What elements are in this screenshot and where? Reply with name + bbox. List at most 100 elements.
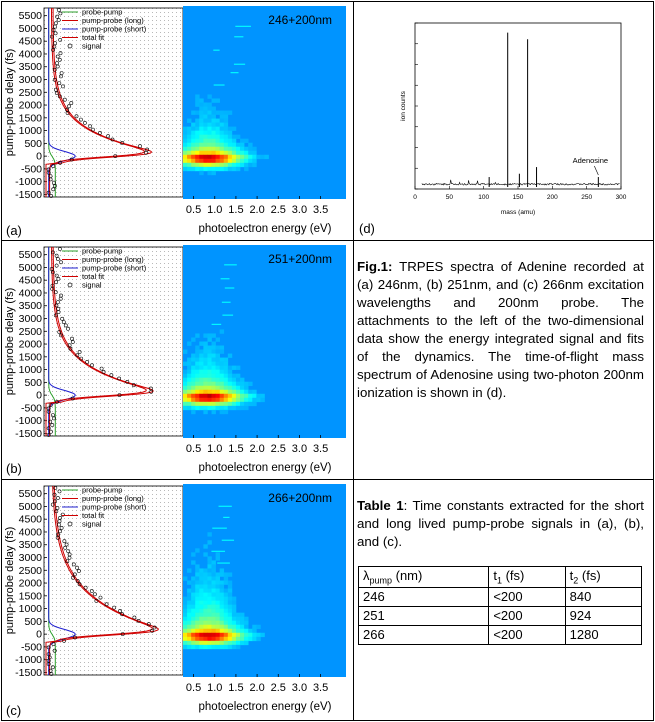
heatmap-cell (195, 393, 200, 399)
heatmap-cell (195, 405, 200, 411)
heatmap-cell (203, 349, 208, 354)
heatmap-cell (252, 628, 257, 634)
y-tick-label: 4000 (19, 526, 43, 538)
heatmap-cell (227, 612, 233, 617)
heatmap-cell (203, 632, 208, 638)
signal-point (56, 496, 60, 500)
heatmap-cell (203, 333, 208, 338)
heatmap-cell (191, 616, 196, 622)
signal-point (77, 569, 81, 573)
y-tick-label: 500 (24, 377, 42, 389)
heatmap-cell (240, 636, 245, 642)
legend-swatch (67, 521, 73, 527)
heatmap-cell (191, 608, 196, 613)
signal-point (73, 635, 77, 640)
heatmap-cell (215, 580, 220, 585)
x-tick-label: 0 (413, 194, 417, 201)
table-header-lambda: λpump (nm) (357, 566, 490, 588)
y-tick-label: 3500 (19, 300, 43, 312)
heatmap-cell (203, 644, 208, 650)
heatmap-cell (199, 397, 204, 403)
heatmap-cell (223, 373, 229, 378)
heatmap-cell (211, 640, 216, 646)
heatmap-cell (219, 130, 225, 135)
heatmap-cell (211, 624, 216, 630)
heatmap-cell (187, 150, 192, 156)
heatmap-cell (199, 158, 204, 164)
heatmap-cell (211, 106, 216, 111)
heatmap-cell (203, 154, 208, 160)
heatmap-cell (244, 146, 249, 152)
heatmap-cell (252, 146, 257, 152)
heatmap-cell (244, 632, 249, 638)
table-header-row: λpump (nm) t1 (fs) t2 (fs) (357, 566, 643, 588)
signal-point (57, 330, 62, 334)
signal-point (101, 369, 106, 374)
signal-point (54, 263, 59, 268)
heatmap-cell (256, 636, 261, 642)
heatmap-cell (260, 393, 265, 399)
heatmap-cell (191, 644, 196, 650)
heatmap-cell (195, 166, 200, 172)
heatmap-cell (227, 138, 233, 144)
panel-c-label: (c) (6, 703, 22, 718)
trpes-panel-a: 246+200nm5500500045004000350030002500200… (4, 6, 346, 235)
heatmap-cell (195, 624, 200, 630)
heatmap-cell (195, 134, 200, 139)
heatmap-cell (203, 373, 208, 378)
heatmap-cell (235, 389, 241, 395)
signal-point (58, 160, 63, 165)
y-tick-label: 1000 (19, 364, 43, 376)
heatmap-cell (207, 596, 212, 601)
y-tick-label: 3000 (19, 552, 43, 564)
heatmap-cell (199, 393, 204, 399)
heatmap-cell (227, 389, 233, 395)
signal-point (54, 21, 58, 26)
heatmap-cell (211, 608, 216, 613)
heatmap-cell (240, 154, 245, 160)
signal-point (120, 632, 125, 637)
signal-point (55, 399, 59, 404)
heatmap-cell (187, 134, 192, 139)
heatmap-cell (248, 628, 253, 634)
heatmap-cell (215, 150, 220, 156)
x-tick-label: 1.0 (207, 204, 222, 216)
heatmap-cell (207, 608, 212, 613)
heatmap-cell (231, 158, 237, 164)
heatmap-cell (244, 640, 249, 646)
heatmap-cell (231, 146, 237, 152)
heatmap-cell (195, 98, 200, 103)
lambda-sub: pump (369, 575, 393, 586)
heatmap-cell (231, 393, 237, 399)
heatmap-cell (223, 110, 229, 115)
legend-entry: pump-probe (short) (82, 264, 147, 273)
table-header-t1: t1 (fs) (488, 566, 566, 588)
heatmap-streak (211, 323, 222, 325)
heatmap-cell (215, 353, 220, 358)
heatmap-cell (211, 620, 216, 626)
heatmap-cell (219, 134, 225, 139)
heatmap-cell (195, 377, 200, 383)
y-tick-label: 2500 (19, 87, 43, 99)
pump-probe-short-curve (48, 8, 76, 197)
heatmap-cell (187, 632, 192, 638)
heatmap-cell (211, 560, 216, 565)
x-tick-label: 3.5 (313, 204, 328, 216)
heatmap-cell (195, 576, 200, 581)
heatmap-cell (191, 357, 196, 362)
heatmap-cell (215, 612, 220, 617)
heatmap-cell (244, 138, 249, 144)
heatmap-cell (203, 572, 208, 577)
heatmap-cell (187, 397, 192, 403)
heatmap-cell (240, 640, 245, 646)
heatmap-cell (240, 162, 245, 168)
signal-point (60, 316, 65, 321)
heatmap-cell (183, 150, 188, 156)
heatmap-cell (207, 580, 212, 585)
heatmap-cell (244, 150, 249, 156)
heatmap-cell (223, 644, 229, 650)
baseline-trace (421, 179, 620, 186)
heatmap-cell (227, 620, 233, 626)
heatmap-cell (183, 389, 188, 395)
heatmap-cell (227, 600, 233, 605)
